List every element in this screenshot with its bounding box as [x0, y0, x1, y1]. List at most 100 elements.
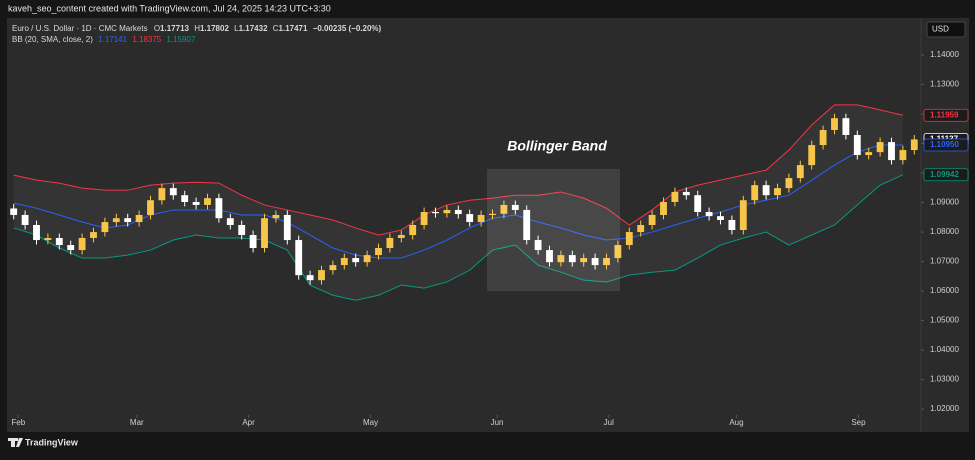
currency-label[interactable]: USD — [932, 25, 949, 34]
ohlc-key: H — [194, 24, 200, 33]
candle-body — [375, 248, 382, 256]
candle-body — [842, 118, 850, 136]
candle-body — [523, 209, 531, 241]
y-tick-label: 1.14000 — [930, 50, 959, 59]
currency-button[interactable] — [926, 21, 966, 38]
candle-body — [340, 258, 348, 266]
candle-body — [181, 195, 189, 202]
y-tick-label: 1.02000 — [930, 404, 959, 413]
ohlc-value: 1.17802 — [200, 24, 229, 33]
candle-body — [648, 214, 656, 225]
y-tick-label: 1.04000 — [930, 345, 959, 354]
candle-body — [101, 222, 109, 233]
x-tick-label: Aug — [729, 418, 743, 427]
chart-panel — [7, 18, 969, 432]
candle-body — [386, 237, 394, 249]
candle-body — [215, 198, 223, 219]
y-tick-label: 1.09000 — [930, 198, 959, 207]
symbol-legend: Euro / U.S. Dollar · 1D · CMC Markets O1… — [12, 24, 382, 33]
candle-body — [306, 275, 314, 281]
y-tick-label: 1.03000 — [930, 375, 959, 384]
candle-body — [682, 191, 690, 196]
x-tick-label: Mar — [130, 418, 144, 427]
candle-body — [705, 212, 713, 217]
price-tag-label: 1.11959 — [930, 110, 959, 119]
candle-body — [899, 150, 907, 161]
y-tick-label: 1.07000 — [930, 257, 959, 266]
candle-body — [454, 209, 462, 215]
candle-body — [625, 232, 633, 246]
candle-body — [477, 214, 485, 223]
candle-body — [420, 212, 428, 225]
candle-body — [910, 139, 918, 151]
candle-body — [363, 255, 371, 263]
ohlc-key: O — [154, 24, 160, 33]
price-tag-label: 1.10950 — [930, 140, 959, 149]
y-tick-label: 1.06000 — [930, 286, 959, 295]
price-tag-label: 1.09942 — [930, 170, 959, 179]
y-tick-label: 1.05000 — [930, 316, 959, 325]
change: −0.00235 (−0.20%) — [313, 24, 382, 33]
candle-body — [785, 178, 793, 189]
y-tick-label: 1.08000 — [930, 227, 959, 236]
candle-body — [511, 204, 519, 210]
ohlc-value: 1.17471 — [279, 24, 308, 33]
candle-body — [534, 240, 542, 251]
candle-body — [158, 188, 166, 201]
candle-body — [796, 165, 804, 179]
candle-body — [660, 201, 667, 215]
symbol: Euro / U.S. Dollar · 1D · CMC Markets — [12, 24, 148, 33]
ohlc-value: 1.17713 — [160, 24, 189, 33]
candle-body — [774, 188, 781, 196]
candle-body — [694, 195, 702, 213]
y-tick-label: 1.13000 — [930, 80, 959, 89]
candle-body — [409, 224, 417, 236]
candle-body — [10, 208, 18, 215]
candle-body — [751, 185, 759, 201]
indicator-legend: BB (20, SMA, close, 2) 1.17141 1.18375 1… — [12, 35, 196, 44]
candle-body — [135, 214, 143, 223]
ohlc-key: C — [273, 24, 279, 33]
x-tick-label: Jun — [491, 418, 504, 427]
candle-body — [147, 200, 154, 215]
candle-body — [591, 258, 599, 266]
candle-body — [44, 237, 52, 241]
candle-body — [853, 135, 861, 156]
x-tick-label: May — [363, 418, 378, 427]
candle-body — [466, 214, 474, 223]
x-tick-label: Jul — [604, 418, 614, 427]
ohlc-key: L — [234, 24, 239, 33]
candle-body — [295, 240, 303, 276]
price-tag — [923, 168, 969, 182]
candle-body — [55, 237, 63, 246]
ohlc-value: 1.17432 — [239, 24, 268, 33]
x-tick-label: Apr — [242, 418, 255, 427]
candle-body — [249, 235, 257, 249]
candle-body — [352, 258, 360, 263]
price-tag — [923, 108, 969, 122]
candle-body — [717, 216, 724, 220]
candle-body — [204, 198, 211, 205]
candle-body — [169, 188, 177, 196]
x-tick-label: Sep — [851, 418, 866, 427]
price-tag — [923, 138, 969, 152]
candle-body — [500, 204, 508, 214]
candle-body — [614, 245, 622, 259]
logo-icon — [8, 438, 23, 447]
candle-body — [819, 129, 827, 146]
candle-body — [637, 224, 645, 233]
indicator-value: 1.18375 — [132, 35, 161, 44]
candle-body — [33, 224, 40, 241]
candle-body — [568, 255, 576, 263]
candle-body — [443, 209, 451, 214]
indicator-value: 1.17141 — [98, 35, 127, 44]
annotation: Bollinger Band — [507, 138, 607, 154]
candle-body — [261, 218, 268, 249]
credit: kaveh_seo_content created with TradingVi… — [8, 3, 331, 13]
axes: 1.140001.130001.120001.110001.100001.090… — [11, 50, 969, 427]
candle-body — [876, 142, 884, 153]
candle-body — [888, 142, 895, 161]
candle-body — [112, 218, 120, 223]
candle-body — [865, 152, 873, 156]
